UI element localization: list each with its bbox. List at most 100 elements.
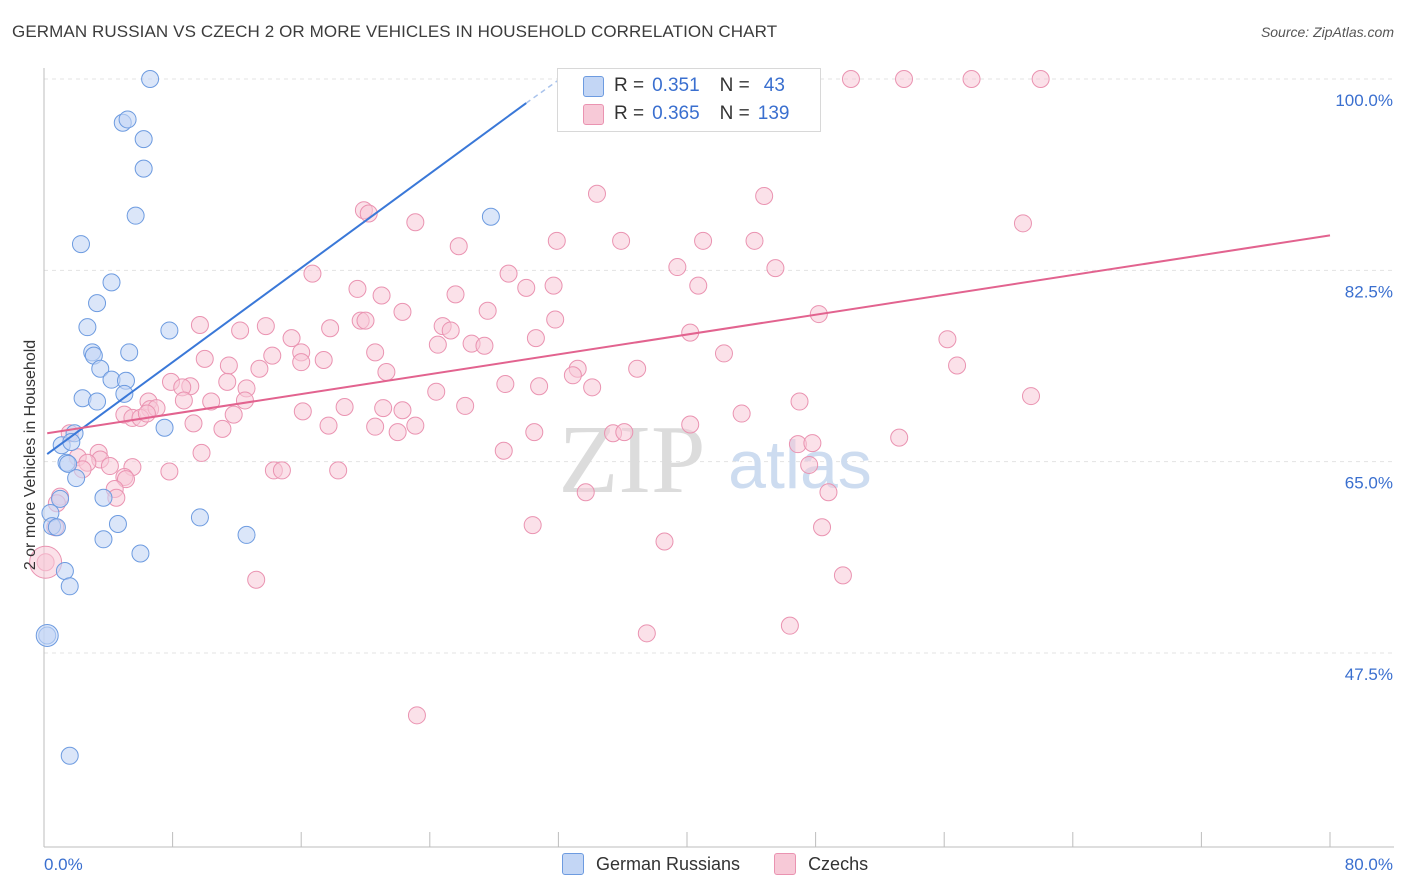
german-russian-point — [120, 343, 139, 362]
german-russian-point — [131, 544, 150, 563]
german-russian-point — [51, 489, 70, 508]
czech-point — [948, 356, 967, 375]
czech-point — [478, 301, 497, 320]
czech-point — [282, 329, 301, 348]
czechs-points — [29, 70, 1050, 725]
czech-point — [449, 237, 468, 256]
german-russian-point — [481, 207, 500, 226]
czech-point — [546, 310, 565, 329]
czech-point — [348, 279, 367, 298]
german-russian-point — [134, 130, 153, 149]
czech-point — [694, 231, 713, 250]
german-russian-point — [155, 418, 174, 437]
legend-n-value: 43 — [763, 75, 785, 96]
czech-point — [393, 302, 412, 321]
legend-n-label: N = — [719, 103, 750, 124]
czech-point — [755, 186, 774, 205]
german-russians-trend-extension — [525, 79, 559, 104]
czech-point — [475, 336, 494, 355]
czech-point — [319, 416, 338, 435]
german-russian-point — [160, 321, 179, 340]
legend-n-value: 139 — [757, 103, 790, 124]
czech-point — [256, 317, 275, 336]
czech-point — [628, 359, 647, 378]
czech-point — [427, 382, 446, 401]
czech-point — [184, 414, 203, 433]
czech-point — [374, 399, 393, 418]
legend-n-label: N = — [719, 75, 750, 96]
czech-point — [655, 532, 674, 551]
czech-point — [292, 353, 311, 372]
legend-r-label: R = — [614, 103, 645, 124]
czech-point — [583, 378, 602, 397]
czech-point — [576, 483, 595, 502]
czech-point — [499, 264, 518, 283]
y-tick-label: 47.5% — [1345, 665, 1393, 684]
czech-point — [428, 335, 447, 354]
german-russian-point — [35, 624, 59, 648]
czech-point — [517, 278, 536, 297]
czech-point — [272, 461, 291, 480]
german-russians-trend-line — [46, 102, 527, 455]
y-axis-label: 2 or more Vehicles in Household — [22, 339, 39, 571]
german-russian-point — [55, 562, 74, 580]
czech-point — [393, 401, 412, 420]
german-russian-point — [141, 70, 160, 88]
czech-point — [547, 231, 566, 250]
czech-point — [356, 311, 375, 330]
german-russian-point — [126, 206, 145, 225]
source-label: Source: ZipAtlas.com — [1260, 24, 1394, 40]
czech-point — [962, 70, 981, 88]
german-russians-points — [35, 70, 500, 765]
german-russian-point — [190, 508, 209, 527]
czech-point — [745, 231, 764, 250]
czech-point — [780, 616, 799, 635]
german-russian-point — [115, 384, 134, 403]
german-russian-point — [59, 454, 78, 473]
czech-point — [895, 70, 914, 88]
czech-point — [563, 366, 582, 385]
czech-point — [219, 356, 238, 375]
y-tick-label: 100.0% — [1335, 91, 1393, 110]
czech-point — [406, 416, 425, 435]
czech-point — [441, 321, 460, 340]
legend-swatch-blue — [583, 75, 604, 97]
series-legend-czechs: Czechs — [774, 853, 868, 875]
legend-row-german-russians: R = 0.351 N = 43 — [583, 73, 785, 99]
czech-point — [530, 377, 549, 396]
czech-point — [890, 428, 909, 447]
czech-point — [174, 391, 193, 410]
czech-point — [841, 70, 860, 88]
czech-point — [525, 423, 544, 442]
czech-point — [803, 434, 822, 453]
correlation-legend: R = 0.351 N = 43 R = 0.365 N = 139 — [557, 68, 821, 132]
y-tick-label: 65.0% — [1345, 474, 1393, 493]
grid-lines — [44, 78, 1394, 654]
czech-point — [335, 398, 354, 416]
series-label-german-russians: German Russians — [596, 853, 741, 874]
chart-title: GERMAN RUSSIAN VS CZECH 2 OR MORE VEHICL… — [12, 22, 778, 41]
legend-r-label: R = — [614, 75, 645, 96]
czech-point — [192, 443, 211, 462]
czech-point — [406, 213, 425, 232]
legend-row-czechs: R = 0.365 N = 139 — [583, 101, 790, 127]
czech-point — [100, 457, 119, 476]
czech-point — [329, 461, 348, 480]
czech-point — [250, 359, 269, 378]
czech-point — [407, 706, 426, 725]
czech-point — [293, 402, 312, 421]
czech-point — [303, 264, 322, 283]
axes — [43, 68, 1394, 848]
series-legend: German Russians Czechs — [562, 853, 902, 875]
series-swatch-pink — [774, 853, 797, 875]
czech-point — [523, 516, 542, 535]
german-russian-point — [94, 488, 113, 507]
czech-point — [637, 624, 656, 643]
czech-point — [247, 570, 266, 589]
czech-point — [366, 417, 385, 436]
czech-point — [833, 566, 852, 585]
german-russian-point — [91, 359, 110, 378]
x-tick-label-max: 80.0% — [1345, 855, 1393, 874]
german-russian-point — [60, 746, 79, 765]
